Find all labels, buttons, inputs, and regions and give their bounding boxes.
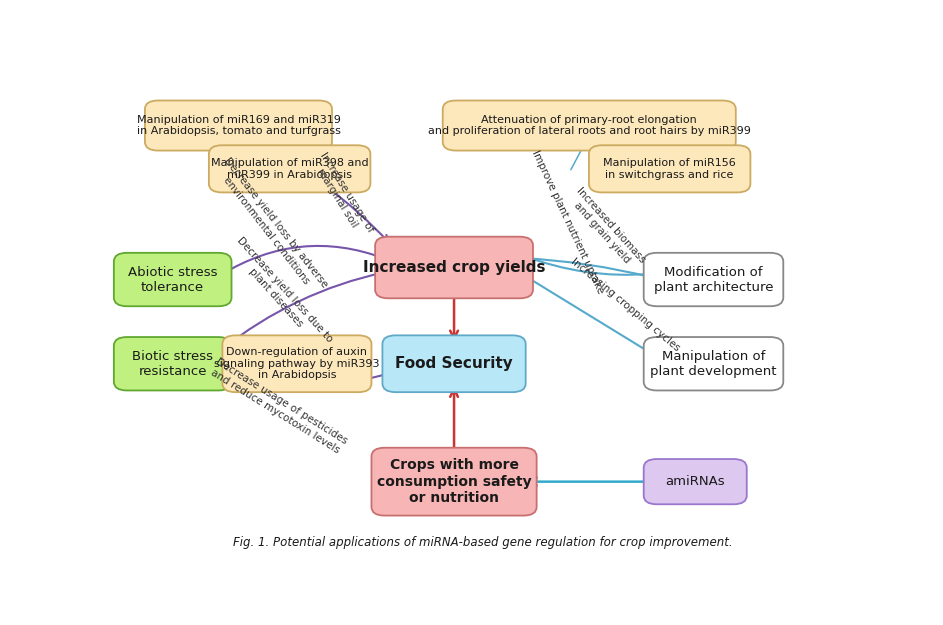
- FancyBboxPatch shape: [375, 237, 533, 298]
- Text: Abiotic stress
tolerance: Abiotic stress tolerance: [128, 266, 218, 294]
- FancyBboxPatch shape: [644, 253, 784, 306]
- Text: Manipulation of miR398 and
miR399 in Arabidopsis: Manipulation of miR398 and miR399 in Ara…: [211, 158, 369, 179]
- FancyBboxPatch shape: [383, 336, 525, 392]
- FancyBboxPatch shape: [145, 101, 332, 151]
- Text: Biotic stress
resistance: Biotic stress resistance: [132, 350, 213, 378]
- Text: Improve plant nutrient uptake: Improve plant nutrient uptake: [530, 149, 605, 295]
- FancyBboxPatch shape: [114, 253, 232, 306]
- Text: Manipulation of miR169 and miR319
in Arabidopsis, tomato and turfgrass: Manipulation of miR169 and miR319 in Ara…: [137, 115, 340, 136]
- Text: Manipulation of
plant development: Manipulation of plant development: [651, 350, 777, 378]
- FancyBboxPatch shape: [588, 145, 751, 192]
- FancyBboxPatch shape: [644, 337, 784, 391]
- Text: Attenuation of primary-root elongation
and proliferation of lateral roots and ro: Attenuation of primary-root elongation a…: [428, 115, 751, 136]
- FancyBboxPatch shape: [114, 337, 232, 391]
- FancyBboxPatch shape: [372, 448, 537, 516]
- Text: amiRNAs: amiRNAs: [666, 475, 725, 488]
- Text: Increasing cropping cycles: Increasing cropping cycles: [570, 257, 682, 354]
- Text: Manipulation of miR156
in switchgrass and rice: Manipulation of miR156 in switchgrass an…: [604, 158, 736, 179]
- Text: Food Security: Food Security: [395, 356, 513, 371]
- Text: Decrease usage of pesticides
and reduce mycotoxin levels: Decrease usage of pesticides and reduce …: [208, 356, 349, 456]
- FancyBboxPatch shape: [208, 145, 371, 192]
- Text: Modification of
plant architecture: Modification of plant architecture: [653, 266, 773, 294]
- Text: Down-regulation of auxin
signaling pathway by miR393
in Arabidopsis: Down-regulation of auxin signaling pathw…: [214, 347, 380, 381]
- FancyBboxPatch shape: [644, 459, 747, 504]
- Text: Increased crop yields: Increased crop yields: [363, 260, 545, 275]
- FancyBboxPatch shape: [223, 336, 372, 392]
- Text: Crops with more
consumption safety
or nutrition: Crops with more consumption safety or nu…: [377, 459, 531, 505]
- Text: Increase usage of
marginal soil: Increase usage of marginal soil: [308, 151, 376, 240]
- Text: Decrease yield loss by adverse
environmental conditions: Decrease yield loss by adverse environme…: [213, 156, 330, 297]
- Text: Fig. 1. Potential applications of miRNA-based gene regulation for crop improveme: Fig. 1. Potential applications of miRNA-…: [234, 536, 733, 549]
- Text: Decrease yield loss due to
plant diseases: Decrease yield loss due to plant disease…: [226, 236, 334, 352]
- Text: Increased biomass
and grain yield: Increased biomass and grain yield: [566, 186, 647, 272]
- FancyBboxPatch shape: [442, 101, 736, 151]
